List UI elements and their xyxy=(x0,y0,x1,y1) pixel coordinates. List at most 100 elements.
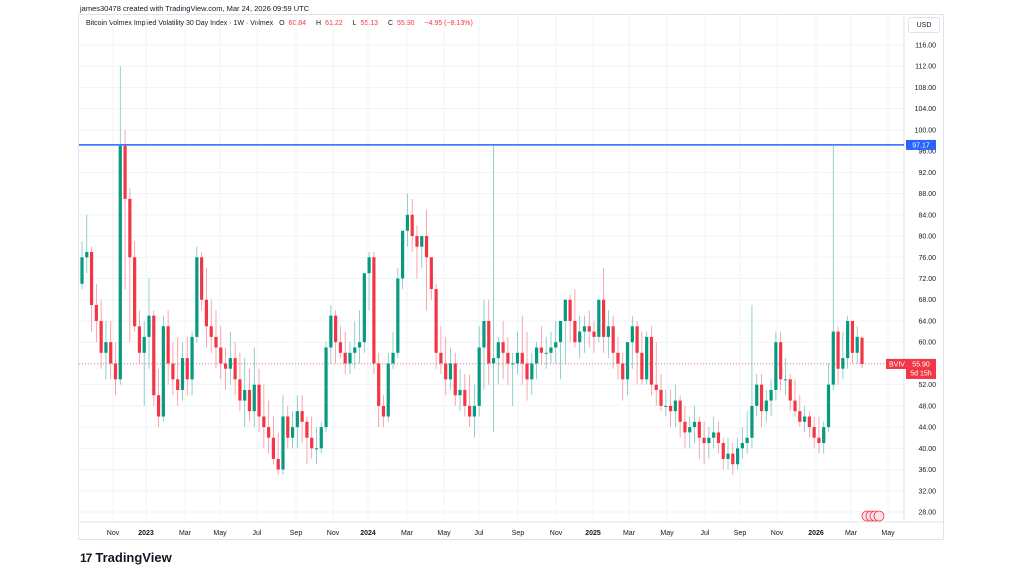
candle-body xyxy=(707,437,711,444)
symbol-title[interactable]: Bitcoin Volmex Implied Volatility 30 Day… xyxy=(86,20,274,27)
candle-body xyxy=(573,320,577,343)
chart-legend: Bitcoin Volmex Implied Volatility 30 Day… xyxy=(86,20,473,27)
candle-body xyxy=(755,384,759,406)
candle-body xyxy=(673,400,677,412)
tradingview-logo[interactable]: 17 TradingView xyxy=(80,550,172,565)
candle-body xyxy=(161,326,165,417)
chart-credit: james30478 created with TradingView.com,… xyxy=(80,4,310,13)
time-label: Sep xyxy=(734,530,747,537)
time-label: Mar xyxy=(845,530,858,537)
price-tick: 112.00 xyxy=(915,64,936,71)
candle-body xyxy=(372,257,376,364)
candle-body xyxy=(85,251,89,258)
candle-body xyxy=(822,427,826,444)
candle-body xyxy=(745,437,749,444)
candle-body xyxy=(630,326,634,343)
time-label: Nov xyxy=(550,530,563,537)
candle-body xyxy=(645,336,649,380)
price-tick: 64.00 xyxy=(918,318,936,325)
candle-body xyxy=(434,289,438,353)
candle-body xyxy=(846,320,850,359)
candle-body xyxy=(587,326,591,332)
time-label: Jul xyxy=(701,530,710,537)
candle-body xyxy=(180,358,185,390)
candle-body xyxy=(635,326,639,353)
candle-body xyxy=(80,257,84,284)
candle-body xyxy=(334,315,338,343)
price-tick: 100.00 xyxy=(915,127,937,134)
candle-body xyxy=(281,416,285,470)
candle-body xyxy=(185,358,189,380)
price-tick: 80.00 xyxy=(918,234,936,241)
candle-body xyxy=(286,416,290,438)
candle-body xyxy=(621,363,625,380)
candle-body xyxy=(740,443,744,449)
currency-button[interactable]: USD xyxy=(908,17,940,33)
candle-body xyxy=(812,427,816,438)
candle-body xyxy=(592,331,596,337)
candle-body xyxy=(420,236,424,247)
price-tick: 32.00 xyxy=(918,488,936,495)
candle-body xyxy=(156,395,161,417)
candle-body xyxy=(190,336,194,380)
candle-body xyxy=(568,299,572,321)
candle-body xyxy=(458,389,462,396)
candle-body xyxy=(367,257,371,274)
economic-event-icon[interactable] xyxy=(873,510,885,522)
candle-body xyxy=(515,352,520,364)
candle-body xyxy=(726,453,730,459)
candle-body xyxy=(401,230,405,279)
horizontal-line-label xyxy=(906,139,936,150)
candle-body xyxy=(601,299,606,337)
price-tick: 44.00 xyxy=(918,425,936,432)
candle-body xyxy=(133,257,137,327)
price-tick: 92.00 xyxy=(918,170,936,177)
ticker-badge xyxy=(886,358,908,369)
candle-body xyxy=(860,337,864,364)
candle-body xyxy=(247,389,252,412)
time-label: May xyxy=(660,530,674,537)
candle-body xyxy=(692,421,697,428)
candle-body xyxy=(396,278,400,353)
price-tick: 108.00 xyxy=(915,85,937,92)
candle-body xyxy=(477,347,481,406)
candle-body xyxy=(209,326,213,337)
svg-text:97.17: 97.17 xyxy=(912,142,930,149)
candle-body xyxy=(831,331,835,385)
candle-body xyxy=(362,273,366,343)
countdown: 5d 15h xyxy=(910,370,932,377)
candle-body xyxy=(616,352,620,364)
candle-body xyxy=(649,336,654,385)
candle-body xyxy=(482,320,486,348)
candle-body xyxy=(118,145,122,380)
candle-body xyxy=(506,352,510,364)
candle-body xyxy=(324,347,328,428)
price-tick: 104.00 xyxy=(915,106,937,113)
candle-body xyxy=(386,363,390,417)
candle-body xyxy=(223,363,228,369)
candle-body xyxy=(807,416,811,428)
candle-body xyxy=(659,389,663,406)
candle-body xyxy=(142,336,146,353)
time-label: May xyxy=(881,530,895,537)
candle-body xyxy=(147,315,151,337)
candle-body xyxy=(525,363,529,380)
candle-body xyxy=(716,432,721,444)
candle-body xyxy=(424,236,429,258)
candle-body xyxy=(779,342,783,380)
candle-body xyxy=(688,427,692,433)
price-tick: 52.00 xyxy=(918,382,936,389)
price-tick: 48.00 xyxy=(918,403,936,410)
low-value: 55.13 xyxy=(360,20,379,27)
candle-body xyxy=(415,236,419,247)
candle-body xyxy=(683,421,687,433)
candle-body xyxy=(176,379,180,390)
candle-body xyxy=(535,347,539,364)
candle-body xyxy=(855,336,859,353)
candle-body xyxy=(544,352,548,354)
candle-body xyxy=(429,257,433,290)
candle-body xyxy=(357,342,362,348)
time-label: Mar xyxy=(401,530,414,537)
close-value: 55.90 xyxy=(397,20,415,27)
